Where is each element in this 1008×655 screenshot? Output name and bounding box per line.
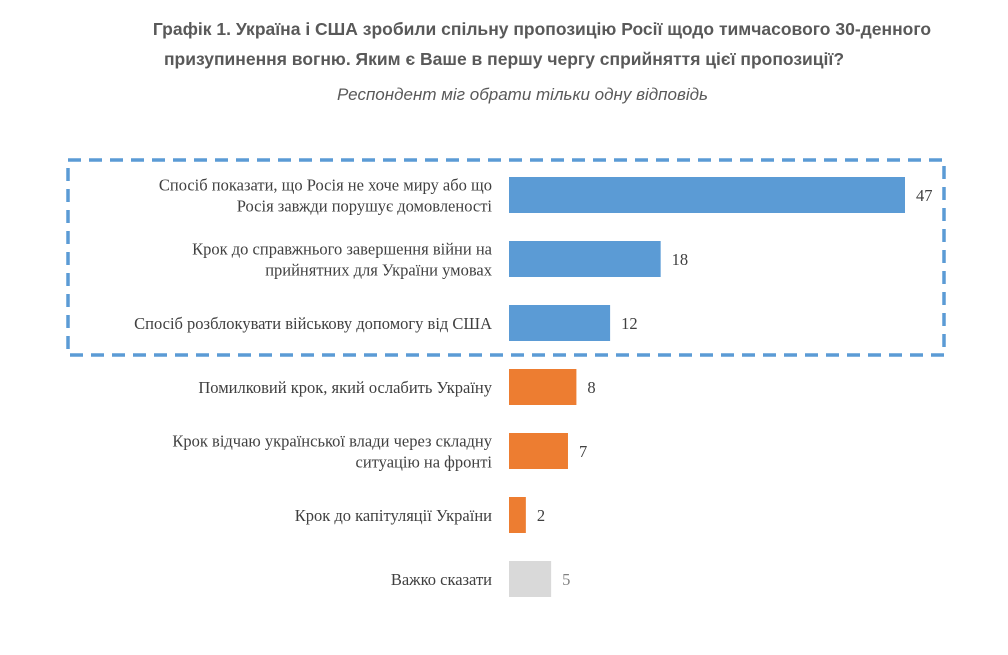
category-label-4-line-0: Крок відчаю української влади через скла… [172,432,492,451]
category-labels-layer: Спосіб показати, що Росія не хоче миру а… [134,176,493,590]
value-label-5: 2 [537,506,545,525]
chart-title-line-1: Графік 1. Україна і США зробили спільну … [152,19,932,39]
value-label-1: 18 [672,250,689,269]
category-label-4-line-1: ситуацію на фронті [356,453,493,472]
value-label-2: 12 [621,314,638,333]
category-label-3-line-0: Помилковий крок, який ослабить Україну [198,378,492,397]
category-label-1-line-1: прийнятних для України умовах [265,261,493,280]
highlight-frame [66,158,946,357]
bar-0 [509,177,905,213]
category-label-0-line-1: Росія завжди порушує домовленості [237,197,493,216]
value-label-3: 8 [587,378,595,397]
bar-6 [509,561,552,597]
category-label-1-line-0: Крок до справжнього завершення війни на [192,240,493,259]
category-label-6-line-0: Важко сказати [391,570,492,589]
category-label-0-line-0: Спосіб показати, що Росія не хоче миру а… [159,176,492,195]
value-label-6: 5 [562,570,570,589]
bar-5 [509,497,526,533]
value-labels-layer: 47 18 12 8 7 2 5 [537,186,933,589]
category-label-5-line-0: Крок до капітуляції України [295,506,492,525]
bars-layer [509,177,905,597]
chart-title-line-2: призупинення вогню. Яким є Ваше в першу … [163,49,845,69]
bar-3 [509,369,577,405]
chart-subtitle: Респондент міг обрати тільки одну відпов… [337,85,708,104]
bar-2 [509,305,611,341]
category-label-2-line-0: Спосіб розблокувати військову допомогу в… [134,314,492,333]
bar-4 [509,433,568,469]
value-label-0: 47 [916,186,933,205]
bar-1 [509,241,661,277]
value-label-4: 7 [579,442,587,461]
